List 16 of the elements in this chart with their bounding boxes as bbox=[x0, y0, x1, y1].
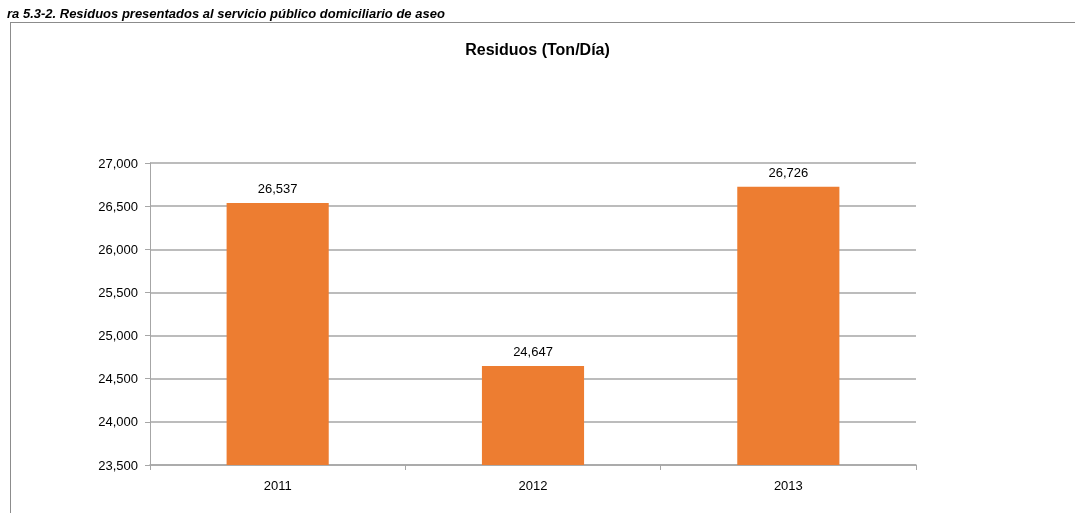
x-tick-label: 2012 bbox=[518, 478, 548, 493]
y-tick-label: 27,000 bbox=[98, 155, 138, 171]
y-tick-label: 23,500 bbox=[98, 457, 138, 473]
y-tick-label: 24,000 bbox=[98, 414, 138, 430]
data-label: 26,537 bbox=[257, 180, 298, 196]
text: ra 5.3-2. Residuos presentados al servicio público domiciliario de aseo bbox=[7, 6, 445, 21]
y-tick-label: 24,500 bbox=[98, 371, 138, 387]
y-tick-label: 25,000 bbox=[98, 328, 138, 344]
x-tick-label: 2011 bbox=[263, 478, 292, 493]
data-label: 26,726 bbox=[768, 164, 809, 180]
x-tick-label: 2013 bbox=[773, 478, 803, 493]
chart-title: Residuos (Ton/Día) bbox=[465, 40, 610, 58]
y-tick-label: 25,500 bbox=[98, 284, 138, 300]
y-tick-label: 26,500 bbox=[98, 198, 138, 214]
y-tick-label: 26,000 bbox=[98, 241, 138, 257]
data-label: 24,647 bbox=[513, 344, 553, 360]
